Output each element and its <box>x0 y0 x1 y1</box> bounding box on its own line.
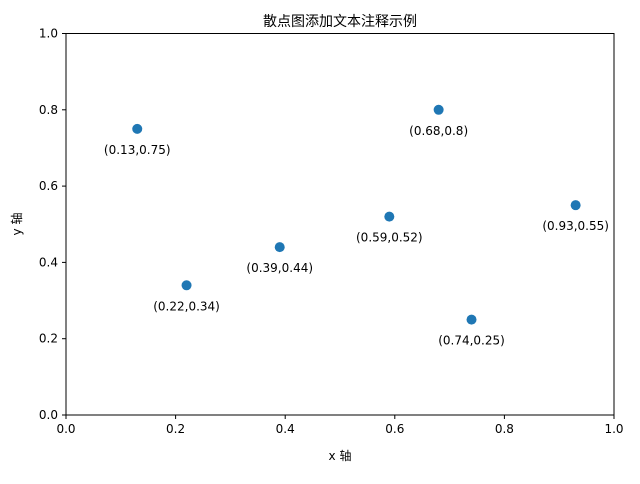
point-annotation: (0.93,0.55) <box>542 219 609 233</box>
scatter-point <box>466 314 477 325</box>
x-tick-label: 0.8 <box>495 422 514 436</box>
point-annotation: (0.68,0.8) <box>409 124 468 138</box>
x-axis-label: x 轴 <box>329 448 352 463</box>
y-tick-label: 1.0 <box>39 27 58 41</box>
chart-title: 散点图添加文本注释示例 <box>263 14 417 30</box>
y-tick-label: 0.6 <box>39 179 58 193</box>
x-ticks: 0.0 0.2 0.4 0.6 0.8 1.0 <box>56 415 624 436</box>
point-annotation: (0.13,0.75) <box>104 143 171 157</box>
y-axis-label: y 轴 <box>9 213 24 236</box>
data-points <box>132 104 581 325</box>
scatter-point <box>132 123 143 134</box>
scatter-point <box>570 200 581 211</box>
point-annotation: (0.74,0.25) <box>438 334 505 348</box>
point-annotation: (0.22,0.34) <box>153 299 220 313</box>
scatter-point <box>433 104 444 115</box>
y-tick-label: 0.8 <box>39 103 58 117</box>
x-tick-label: 0.6 <box>385 422 404 436</box>
y-tick-label: 0.4 <box>39 255 58 269</box>
plot-frame <box>65 33 615 416</box>
y-tick-label: 0.0 <box>39 408 58 422</box>
y-ticks: 0.0 0.2 0.4 0.6 0.8 1.0 <box>39 27 66 422</box>
x-tick-label: 0.4 <box>276 422 295 436</box>
scatter-point <box>181 280 192 291</box>
x-tick-label: 1.0 <box>604 422 623 436</box>
point-annotations: (0.13,0.75) (0.22,0.34) (0.39,0.44) (0.59,0… <box>104 124 609 348</box>
x-tick-label: 0.0 <box>56 422 75 436</box>
scatter-point <box>384 211 395 222</box>
y-tick-label: 0.2 <box>39 332 58 346</box>
scatter-point <box>274 242 285 253</box>
point-annotation: (0.59,0.52) <box>356 231 423 245</box>
point-annotation: (0.39,0.44) <box>246 261 313 275</box>
x-tick-label: 0.2 <box>166 422 185 436</box>
